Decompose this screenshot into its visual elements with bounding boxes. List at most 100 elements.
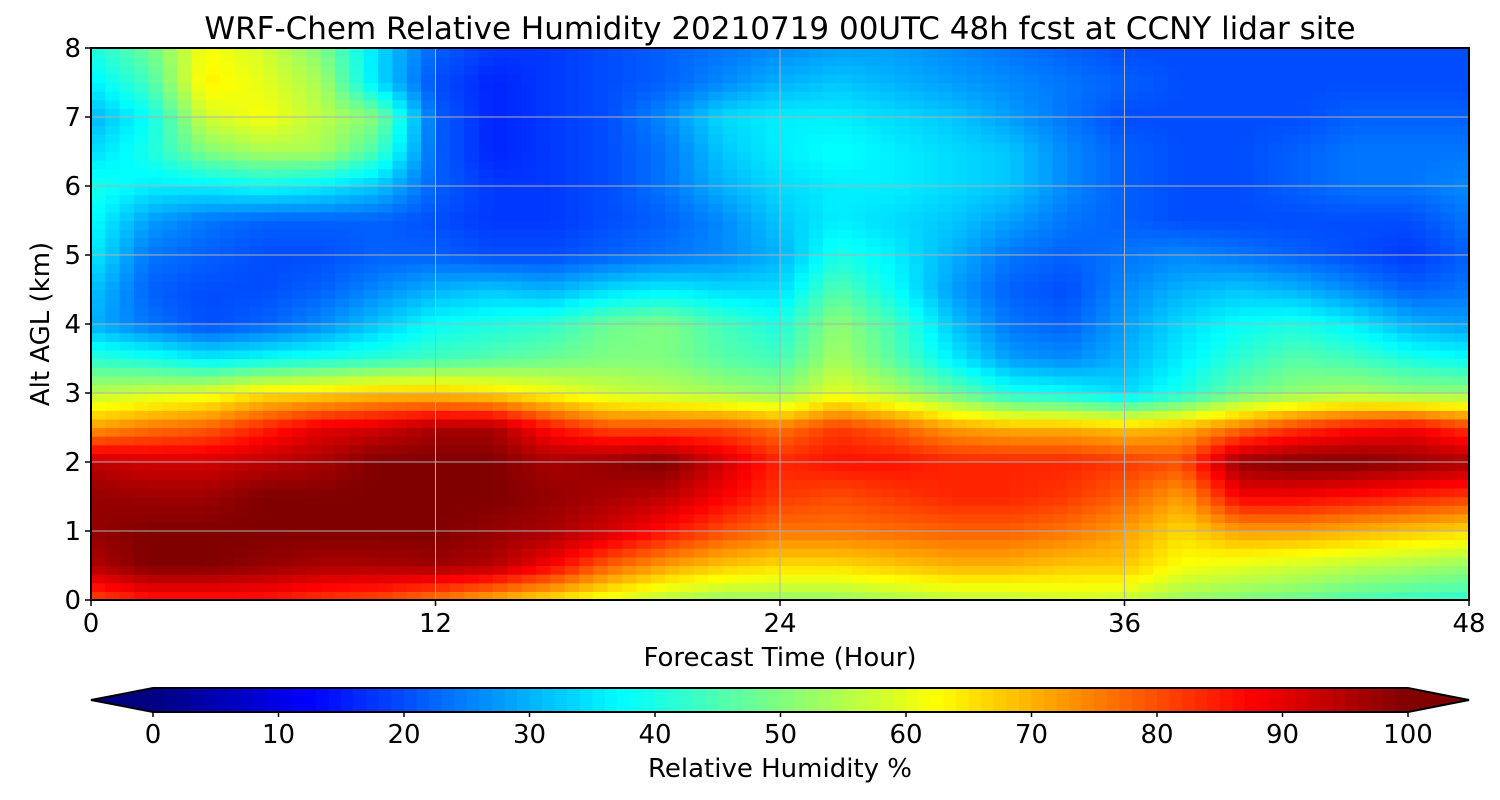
heatmap-cell (1411, 332, 1427, 342)
heatmap-cell (1296, 220, 1312, 230)
heatmap-cell (622, 341, 638, 351)
heatmap-cell (880, 487, 896, 498)
heatmap-cell (1411, 513, 1427, 523)
heatmap-cell (1124, 453, 1140, 463)
heatmap-cell (421, 237, 437, 247)
heatmap-cell (794, 367, 810, 377)
heatmap-cell (1081, 289, 1097, 299)
heatmap-cell (1024, 280, 1039, 291)
heatmap-cell (736, 203, 752, 213)
heatmap-cell (406, 255, 422, 265)
heatmap-cell (1454, 151, 1469, 161)
heatmap-cell (277, 487, 293, 498)
heatmap-cell (1210, 565, 1226, 575)
heatmap-cell (1210, 505, 1226, 515)
heatmap-cell (277, 505, 293, 515)
heatmap-cell (306, 487, 322, 498)
heatmap-cell (550, 539, 566, 549)
heatmap-cell (808, 280, 824, 291)
heatmap-cell (1354, 582, 1370, 592)
heatmap-cell (1325, 272, 1341, 282)
heatmap-cell (1397, 186, 1413, 196)
heatmap-cell (1024, 410, 1039, 420)
heatmap-cell (1268, 341, 1283, 351)
heatmap-cell (607, 151, 623, 161)
heatmap-cell (1311, 548, 1327, 558)
heatmap-cell (1095, 349, 1111, 360)
heatmap-cell (1454, 574, 1469, 584)
heatmap-cell (464, 341, 480, 351)
heatmap-cell (148, 255, 164, 265)
heatmap-cell (722, 177, 738, 187)
heatmap-cell (464, 591, 480, 600)
heatmap-cell (866, 220, 882, 230)
heatmap-cell (880, 151, 896, 161)
heatmap-cell (708, 168, 724, 178)
heatmap-cell (1196, 470, 1212, 480)
heatmap-cell (708, 324, 724, 334)
heatmap-cell (1382, 393, 1398, 403)
heatmap-cell (636, 401, 652, 411)
heatmap-cell (1067, 358, 1083, 368)
heatmap-cell (478, 151, 494, 161)
heatmap-cell (823, 427, 839, 437)
heatmap-cell (492, 263, 508, 273)
heatmap-cell (1454, 513, 1469, 523)
heatmap-cell (1024, 289, 1039, 299)
heatmap-cell (708, 582, 724, 592)
heatmap-cell (1009, 341, 1025, 351)
heatmap-cell (1124, 324, 1140, 334)
heatmap-cell (1196, 280, 1212, 291)
heatmap-cell (320, 324, 336, 334)
heatmap-cell (794, 211, 810, 222)
heatmap-cell (1368, 306, 1384, 316)
heatmap-cell (1138, 531, 1154, 541)
heatmap-cell (191, 591, 207, 600)
heatmap-cell (1253, 272, 1269, 282)
heatmap-cell (794, 272, 810, 282)
heatmap-cell (894, 401, 910, 411)
heatmap-cell (1239, 255, 1255, 265)
heatmap-cell (622, 255, 638, 265)
heatmap-cell (1440, 203, 1456, 213)
heatmap-cell (1311, 367, 1327, 377)
heatmap-cell (693, 556, 709, 567)
heatmap-cell (1224, 453, 1240, 463)
heatmap-cell (521, 246, 537, 256)
heatmap-cell (263, 479, 279, 489)
heatmap-cell (263, 246, 279, 256)
heatmap-cell (349, 298, 365, 308)
heatmap-cell (220, 436, 236, 446)
heatmap-cell (1210, 487, 1226, 498)
heatmap-cell (1081, 496, 1097, 506)
heatmap-cell (1138, 186, 1154, 196)
heatmap-cell (980, 462, 996, 472)
heatmap-cell (363, 255, 379, 265)
heatmap-cell (449, 513, 465, 523)
heatmap-cell (1253, 548, 1269, 558)
heatmap-cell (406, 462, 422, 472)
heatmap-cell (636, 487, 652, 498)
heatmap-cell (134, 418, 150, 429)
heatmap-cell (1454, 237, 1469, 247)
heatmap-cell (248, 375, 264, 385)
heatmap-cell (851, 436, 867, 446)
heatmap-cell (1052, 470, 1068, 480)
heatmap-cell (851, 263, 867, 273)
heatmap-cell (277, 565, 293, 575)
heatmap-cell (579, 582, 594, 592)
heatmap-cell (91, 203, 106, 213)
heatmap-cell (1397, 556, 1413, 567)
heatmap-cell (1052, 289, 1068, 299)
heatmap-cell (277, 539, 293, 549)
heatmap-cell (708, 539, 724, 549)
heatmap-cell (291, 496, 307, 506)
heatmap-cell (1311, 410, 1327, 420)
heatmap-cell (1167, 418, 1183, 429)
heatmap-cell (478, 539, 494, 549)
heatmap-cell (162, 574, 178, 584)
heatmap-cell (851, 522, 867, 532)
heatmap-cell (220, 384, 236, 394)
heatmap-cell (535, 280, 551, 291)
heatmap-cell (105, 462, 121, 472)
